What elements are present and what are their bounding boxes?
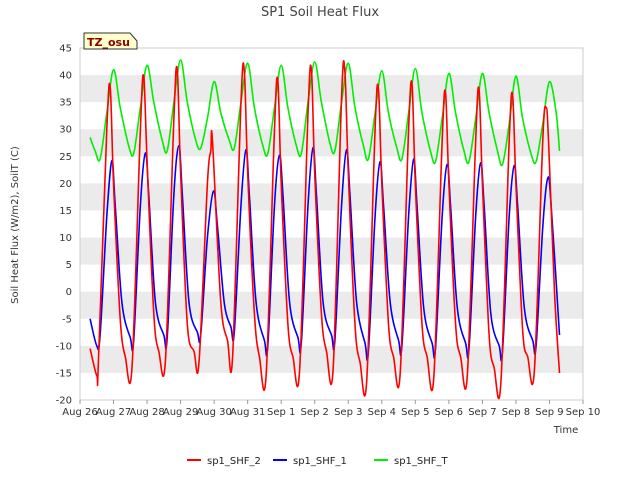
y-tick-label: 15 [59, 206, 72, 217]
y-tick-label: 0 [66, 287, 72, 298]
y-tick-label: -15 [56, 368, 72, 379]
grid-band [80, 75, 583, 103]
annotation-box: TZ_osu [83, 32, 138, 50]
x-tick-label: Sep 3 [334, 407, 362, 418]
x-tick-label: Aug 31 [230, 407, 265, 418]
y-tick-label: 5 [66, 260, 72, 271]
grid-band [80, 183, 583, 211]
x-tick-label: Aug 30 [196, 407, 231, 418]
x-axis-label: Time [553, 425, 578, 436]
x-tick-label: Sep 4 [368, 407, 396, 418]
y-tick-label: -10 [56, 341, 72, 352]
y-tick-label: 25 [59, 152, 72, 163]
x-tick-label: Sep 8 [502, 407, 530, 418]
annotation-box-shape [83, 32, 138, 50]
grid-band [80, 345, 583, 373]
plot-frame [79, 47, 584, 401]
chart-title: SP1 Soil Heat Flux [261, 5, 379, 20]
series-lines [89, 59, 561, 400]
y-tick-label: 10 [59, 233, 72, 244]
x-tick-label: Sep 7 [468, 407, 496, 418]
y-tick-label: 20 [59, 179, 72, 190]
annotation-text: TZ_osu [87, 36, 130, 49]
x-tick-label: Sep 6 [435, 407, 463, 418]
series-line-sp1_SHF_2 [89, 60, 561, 400]
x-tick-label: Sep 1 [267, 407, 295, 418]
y-axis-label: Soil Heat Flux (W/m2), SoilT (C) [10, 146, 21, 304]
legend-label: sp1_SHF_2 [207, 456, 261, 467]
x-tick-label: Aug 29 [163, 407, 198, 418]
legend: sp1_SHF_2 sp1_SHF_1 sp1_SHF_T [187, 456, 449, 467]
y-tick-label: 45 [59, 44, 72, 55]
legend-label: sp1_SHF_1 [293, 456, 347, 467]
x-tick-label: Sep 9 [535, 407, 563, 418]
x-tick-label: Aug 27 [96, 407, 131, 418]
y-tick-label: 35 [59, 98, 72, 109]
grid-band [80, 291, 583, 319]
grid-band [80, 237, 583, 265]
x-tick-label: Aug 28 [129, 407, 164, 418]
y-tick-label: -5 [62, 314, 72, 325]
legend-label: sp1_SHF_T [394, 456, 449, 467]
x-tick-label: Sep 5 [401, 407, 429, 418]
x-tick-label: Sep 2 [301, 407, 329, 418]
x-tick-label: Sep 10 [566, 407, 601, 418]
y-axis-ticks: -20 -15 -10 -5 0 5 10 15 20 25 30 35 40 45 [56, 44, 584, 407]
series-line-sp1_SHF_T [89, 59, 561, 167]
x-tick-label: Aug 26 [62, 407, 97, 418]
y-tick-label: -20 [56, 396, 72, 407]
y-tick-label: 40 [59, 71, 72, 82]
y-tick-label: 30 [59, 125, 72, 136]
